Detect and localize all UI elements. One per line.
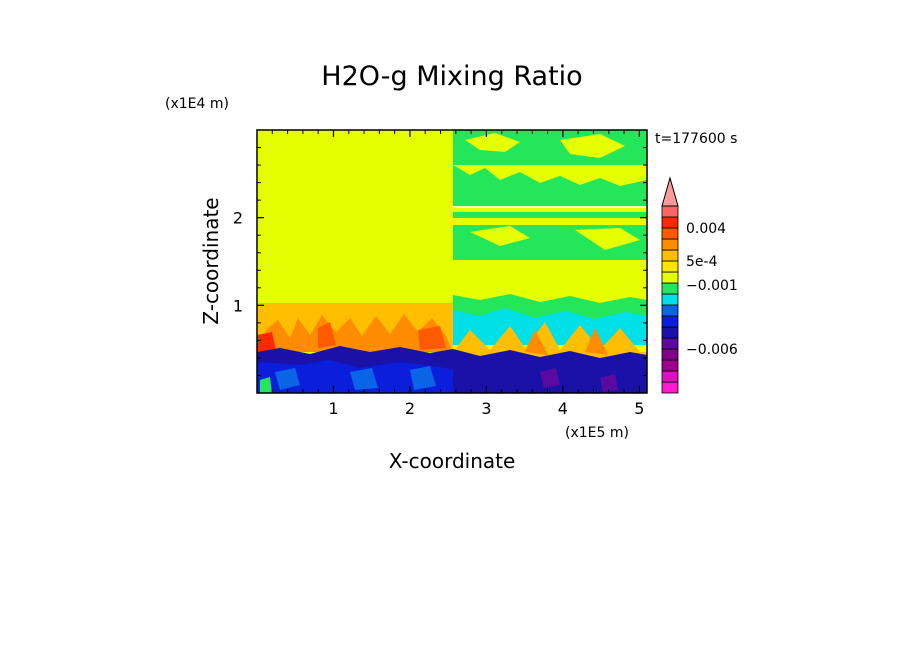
x-tick-label: 3 bbox=[481, 399, 491, 418]
field-purple-pocket bbox=[540, 368, 560, 388]
colorbar-label: 5e-4 bbox=[686, 254, 718, 270]
field-right-orange-plume bbox=[585, 328, 608, 355]
field-right-yellow-blob bbox=[560, 134, 625, 158]
y-unit-label: (x1E4 m) bbox=[165, 96, 229, 112]
colorbar-segment bbox=[661, 238, 679, 251]
y-tick-label: 2 bbox=[233, 209, 243, 228]
colorbar-segment bbox=[661, 271, 679, 284]
colorbar-segment bbox=[661, 315, 679, 328]
colorbar: 0.004 5e-4 −0.001 −0.006 bbox=[661, 176, 738, 394]
y-axis-label: Z-coordinate bbox=[199, 197, 223, 324]
field-right-band-edge bbox=[453, 165, 647, 190]
colorbar-segment bbox=[661, 304, 679, 317]
colorbar-segment bbox=[661, 260, 679, 273]
field-right-orange-plume bbox=[525, 330, 548, 355]
colorbar-segment bbox=[661, 293, 679, 306]
x-tick-label: 4 bbox=[558, 399, 568, 418]
colorbar-label: −0.006 bbox=[686, 342, 738, 358]
x-axis: 1 2 3 4 5 bbox=[271, 130, 644, 418]
y-axis: 12 bbox=[233, 147, 647, 376]
field-left-plumes bbox=[262, 314, 453, 352]
colorbar-segment bbox=[661, 216, 679, 229]
colorbar-segment bbox=[661, 249, 679, 262]
field-right-white-line bbox=[453, 206, 647, 208]
field-blue-pockets bbox=[410, 366, 436, 390]
field-blue-pockets bbox=[275, 368, 300, 390]
colorbar-segment bbox=[661, 337, 679, 350]
colorbar-segment bbox=[661, 348, 679, 361]
colorbar-segment bbox=[661, 227, 679, 240]
contour-field bbox=[257, 130, 647, 393]
x-tick-label: 5 bbox=[634, 399, 644, 418]
chart-title: H2O-g Mixing Ratio bbox=[321, 61, 582, 92]
colorbar-segment bbox=[661, 326, 679, 339]
colorbar-arrow bbox=[661, 176, 679, 207]
field-green-pocket bbox=[260, 377, 272, 393]
x-unit-label: (x1E5 m) bbox=[565, 425, 629, 441]
field-right-band bbox=[453, 212, 647, 218]
field-right-yellow-blob bbox=[575, 228, 640, 250]
field-right-yellow-blob bbox=[470, 226, 530, 246]
colorbar-label: 0.004 bbox=[686, 221, 726, 237]
time-label: t=177600 s bbox=[655, 131, 737, 147]
field-right-band bbox=[453, 190, 647, 206]
field-right-yellow-blob bbox=[465, 133, 520, 152]
y-tick-label: 1 bbox=[233, 296, 243, 315]
colorbar-segment bbox=[661, 282, 679, 295]
plot-frame bbox=[256, 129, 648, 394]
x-tick-label: 1 bbox=[328, 399, 338, 418]
field-left-red-patch bbox=[318, 322, 336, 348]
colorbar-label: −0.001 bbox=[686, 278, 738, 294]
colorbar-segment bbox=[661, 359, 679, 372]
x-tick-label: 2 bbox=[405, 399, 415, 418]
colorbar-segment bbox=[661, 205, 679, 218]
field-left-red-patch bbox=[257, 332, 276, 352]
field-purple-pocket bbox=[600, 374, 618, 392]
field-blue-pockets bbox=[350, 368, 378, 390]
colorbar-segment bbox=[661, 370, 679, 383]
colorbar-segment bbox=[661, 381, 679, 394]
field-left-red-patch bbox=[418, 326, 446, 350]
x-axis-label: X-coordinate bbox=[389, 449, 516, 473]
